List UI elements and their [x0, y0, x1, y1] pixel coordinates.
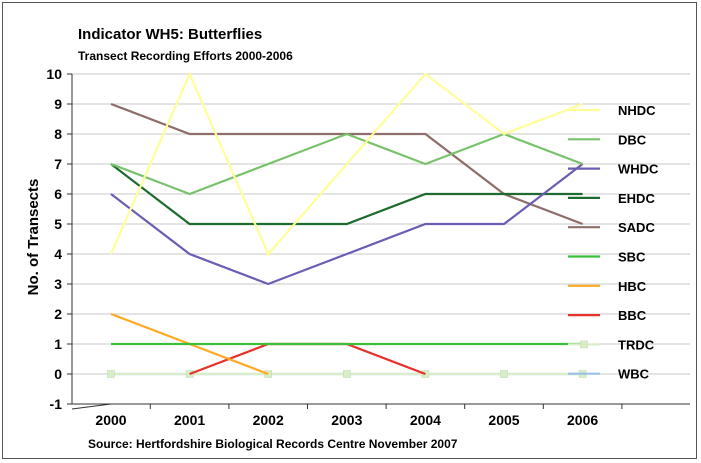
chart-subtitle: Transect Recording Efforts 2000-2006 [78, 49, 293, 63]
y-tick-label-9: 9 [54, 96, 62, 112]
series-line-ehdc [110, 163, 583, 226]
legend-label-wbc: WBC [618, 367, 650, 382]
legend-label-ehdc: EHDC [618, 191, 655, 206]
legend-label-hbc: HBC [618, 279, 647, 294]
x-tick-label-2003: 2003 [331, 412, 362, 428]
legend-label-nhdc: NHDC [618, 103, 656, 118]
y-tick-label-2: 2 [54, 306, 62, 322]
y-tick-label-1: 1 [54, 336, 62, 352]
x-tick-label-2000: 2000 [95, 412, 126, 428]
y-tick-label-5: 5 [54, 216, 62, 232]
y-tick-label-3: 3 [54, 276, 62, 292]
data-point-trdc-2000 [107, 370, 115, 378]
series-line-nhdc [109, 71, 583, 257]
y-tick-label-10: 10 [46, 66, 62, 82]
y-tick-label-4: 4 [54, 246, 62, 262]
x-tick-label-2001: 2001 [174, 412, 205, 428]
legend-label-bbc: BBC [618, 308, 647, 323]
x-tick-label-2002: 2002 [253, 412, 284, 428]
x-tick-label-2005: 2005 [488, 412, 519, 428]
chart-title: Indicator WH5: Butterflies [78, 26, 262, 43]
data-point-trdc-2003 [343, 370, 351, 378]
legend-label-sadc: SADC [618, 220, 655, 235]
y-tick-label-6: 6 [54, 186, 62, 202]
legend-label-trdc: TRDC [618, 337, 655, 352]
x-tick-mark-start [71, 403, 112, 410]
legend-label-dbc: DBC [618, 132, 647, 147]
y-tick-label-8: 8 [54, 126, 62, 142]
series-line-whdc [110, 163, 584, 286]
series-line-bbc [189, 342, 426, 376]
legend: NHDC DBC WHDC EHDC SADC SBC HBC BBC TRDC WBC [568, 103, 659, 382]
data-point-trdc-2005 [500, 370, 508, 378]
x-tick-label-2006: 2006 [567, 412, 598, 428]
legend-label-sbc: SBC [618, 250, 646, 265]
source-note: Source: Hertfordshire Biological Records… [88, 437, 458, 451]
x-tick-label-2004: 2004 [410, 412, 441, 428]
y-tick-label--1: -1 [50, 396, 63, 412]
chart-frame [2, 2, 697, 459]
y-axis-label: No. of Transects [25, 179, 42, 296]
legend-label-whdc: WHDC [618, 162, 659, 177]
y-tick-label-7: 7 [54, 156, 62, 172]
legend-marker-trdc [580, 340, 588, 349]
y-tick-label-0: 0 [54, 366, 62, 382]
